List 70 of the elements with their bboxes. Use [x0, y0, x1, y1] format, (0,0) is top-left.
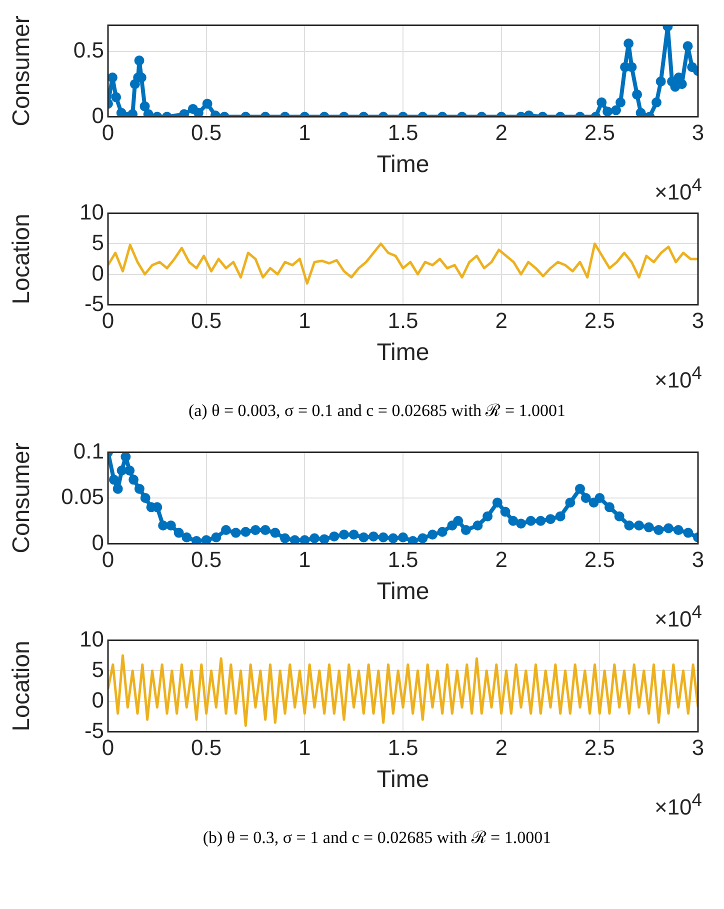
x-tick-label: 1.5 — [388, 308, 418, 334]
y-tick-label: -5 — [84, 290, 104, 316]
text: ×10$^{4}$ — [654, 600, 702, 632]
point — [652, 97, 662, 108]
point — [616, 97, 626, 108]
x-tick-label: 3 — [692, 308, 704, 334]
x-tick-label: 3 — [692, 120, 704, 146]
x-axis-title: Time — [376, 578, 430, 606]
text: (a) θ = 0.003, σ = 0.1 and c = 0.02685 with ℛ = 1.0001 — [187, 400, 567, 421]
x-tick-label: 0.5 — [191, 308, 222, 334]
point — [656, 76, 666, 86]
y-axis-title: Location — [8, 214, 36, 304]
x-tick-label: 3 — [692, 547, 704, 572]
point — [624, 38, 634, 49]
x-tick-label: 1 — [298, 547, 311, 572]
text: ×10$^{4}$ — [654, 788, 702, 820]
y-tick-label: 0 — [92, 530, 104, 555]
point — [596, 97, 607, 108]
x-tick-label: 2 — [495, 308, 508, 334]
y-tick-label: 0 — [92, 102, 104, 128]
x-axis-title: Time — [376, 151, 430, 178]
point — [116, 108, 126, 117]
x-axis-title: Time — [376, 339, 430, 366]
x-tick-label: 2 — [495, 735, 508, 760]
x-tick-label: 2.5 — [584, 308, 615, 334]
point — [626, 62, 637, 72]
point — [134, 56, 144, 66]
y-tick-label: 0.05 — [61, 484, 104, 510]
y-axis-title: Consumer — [8, 442, 36, 554]
x-tick-label: 3 — [692, 735, 704, 760]
x-tick-label: 1.5 — [388, 120, 418, 146]
y-tick-label: 0 — [92, 687, 104, 712]
point — [108, 72, 118, 83]
point — [682, 41, 693, 52]
x-axis-title: Time — [376, 766, 430, 794]
point — [130, 79, 140, 90]
point — [193, 108, 204, 117]
x-tick-label: 2 — [495, 120, 508, 146]
x-tick-label: 1 — [298, 120, 311, 146]
y-tick-label: 10 — [80, 626, 104, 652]
y-tick-label: 5 — [92, 230, 104, 255]
y-tick-label: 0 — [92, 260, 104, 286]
y-tick-label: 0.1 — [73, 438, 104, 464]
x-tick-label: 2.5 — [584, 120, 615, 146]
x-tick-label: 2.5 — [584, 547, 615, 572]
point — [188, 104, 198, 114]
point — [632, 90, 642, 100]
text: ×10$^{4}$ — [654, 361, 702, 394]
y-axis-title: Location — [8, 640, 36, 732]
x-tick-label: 0.5 — [191, 735, 222, 760]
x-tick-label: 1 — [298, 308, 311, 334]
y-tick-label: -5 — [84, 718, 104, 743]
text: (b) θ = 0.3, σ = 1 and c = 0.02685 with ℛ = 1.0001 — [202, 827, 552, 848]
point — [636, 108, 646, 117]
text: ×10$^{4}$ — [654, 173, 702, 206]
x-tick-label: 0.5 — [191, 120, 222, 146]
x-tick-label: 1 — [298, 735, 311, 760]
x-tick-label: 2 — [495, 547, 508, 572]
y-tick-label: 10 — [80, 199, 104, 224]
x-tick-label: 2.5 — [584, 735, 615, 760]
y-tick-label: 5 — [92, 656, 104, 682]
point — [111, 92, 122, 102]
point — [140, 101, 150, 112]
point — [202, 98, 212, 109]
x-tick-label: 1.5 — [388, 735, 418, 760]
y-tick-label: 0.5 — [73, 37, 104, 62]
x-tick-label: 0.5 — [191, 547, 222, 572]
x-tick-label: 1.5 — [388, 547, 418, 572]
y-axis-title: Consumer — [8, 16, 36, 126]
point — [687, 62, 698, 72]
